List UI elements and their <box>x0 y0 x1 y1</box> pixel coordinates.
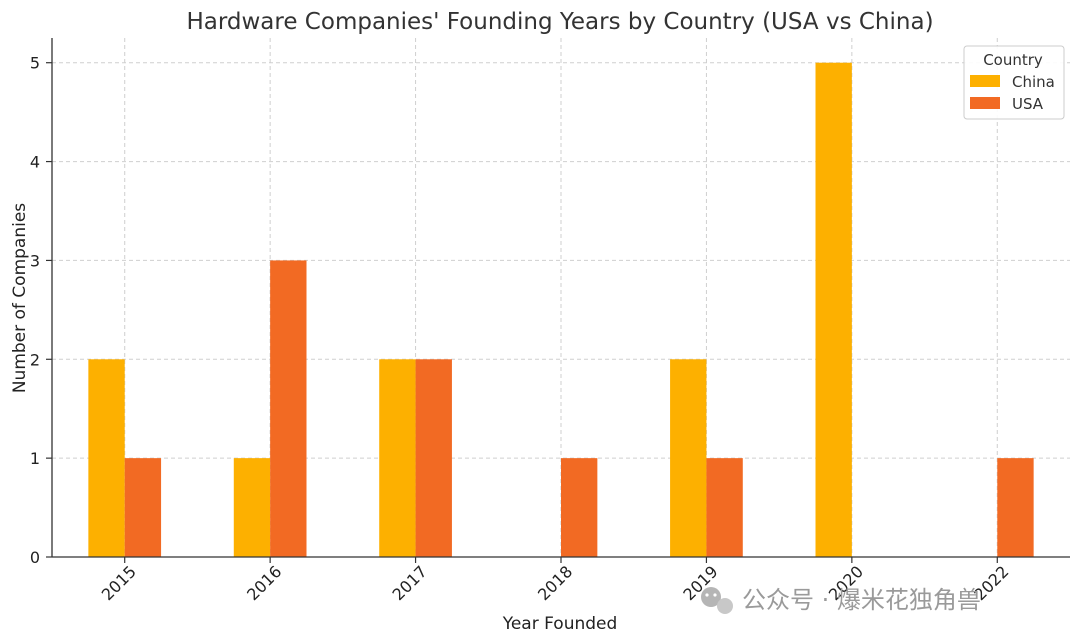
y-ticks: 0 1 2 3 4 5 <box>30 54 52 567</box>
bar-usa-2017 <box>415 359 452 557</box>
watermark: 公众号 · 爆米花独角兽 <box>701 586 981 614</box>
bar-china-2019 <box>670 359 707 557</box>
watermark-text: 公众号 · 爆米花独角兽 <box>742 586 981 614</box>
legend-label-china: China <box>1012 73 1055 91</box>
bar-usa-2019 <box>706 458 743 557</box>
bar-usa-2018 <box>561 458 598 557</box>
y-axis-label: Number of Companies <box>10 203 30 393</box>
y-tick-label: 3 <box>30 251 40 270</box>
bar-china-2020 <box>815 62 852 557</box>
y-tick-label: 2 <box>30 350 40 369</box>
bar-china-2017 <box>379 359 416 557</box>
x-tick-label: 2017 <box>389 562 431 604</box>
chart-title: Hardware Companies' Founding Years by Co… <box>186 9 933 35</box>
y-tick-label: 0 <box>30 548 40 567</box>
x-tick-label: 2015 <box>98 562 140 604</box>
legend: Country China USA <box>963 45 1065 120</box>
bar-usa-2016 <box>270 260 307 557</box>
y-tick-label: 5 <box>30 54 40 73</box>
wechat-icon <box>701 587 733 614</box>
bar-usa-2015 <box>124 458 162 557</box>
legend-swatch-usa <box>970 97 1000 109</box>
legend-swatch-china <box>970 75 1000 87</box>
x-axis-label: Year Founded <box>502 614 618 634</box>
bar-china-2015 <box>88 359 125 557</box>
legend-label-usa: USA <box>1012 95 1044 113</box>
bars <box>88 62 1034 557</box>
bar-usa-2022 <box>997 458 1034 557</box>
legend-title: Country <box>983 51 1043 69</box>
y-tick-label: 1 <box>30 449 40 468</box>
bar-china-2016 <box>233 458 271 557</box>
x-tick-label: 2018 <box>534 562 576 604</box>
y-tick-label: 4 <box>30 153 40 172</box>
x-tick-label: 2016 <box>243 562 285 604</box>
